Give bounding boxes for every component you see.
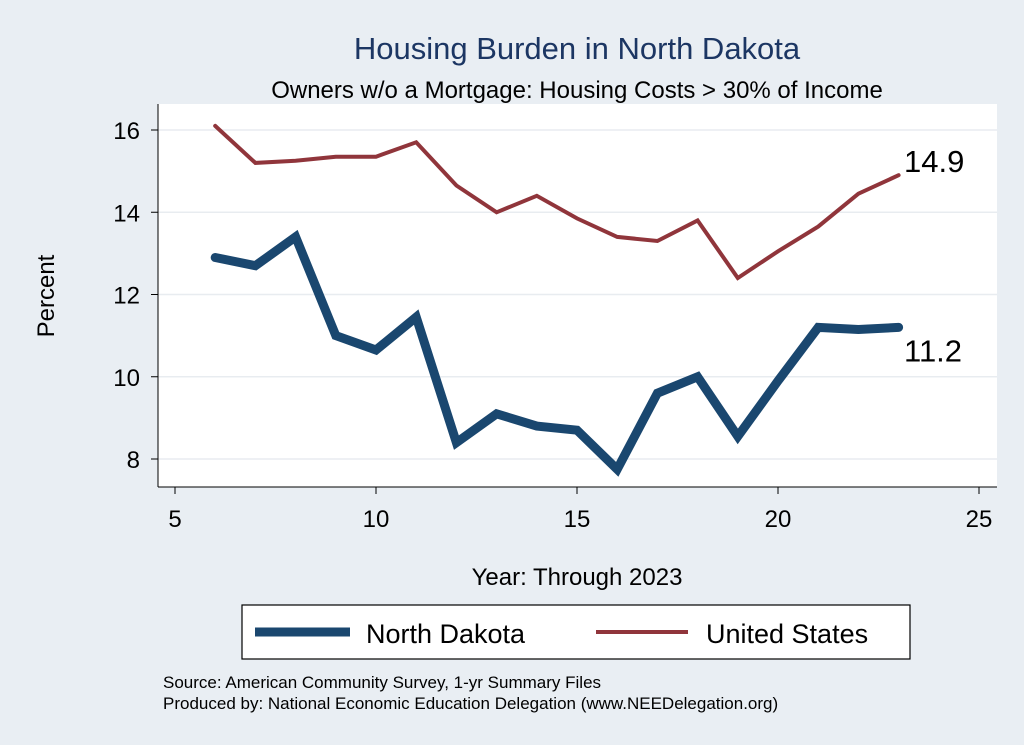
gridlines [158,129,997,460]
producer-note: Produced by: National Economic Education… [163,694,778,713]
x-tick-label-20: 20 [765,506,792,533]
x-tick-label-10: 10 [363,506,390,533]
y-tick-label-12: 12 [113,283,140,310]
series-line-north-dakota [210,229,904,477]
end-label-united-states: 14.9 [904,144,964,179]
series-line-united-states [213,123,901,281]
source-note: Source: American Community Survey, 1-yr … [163,673,601,692]
series-lines [210,123,904,477]
plot-area [158,104,997,487]
y-axis-label: Percent [33,254,60,337]
x-tick-label-25: 25 [966,506,993,533]
x-tick-label-5: 5 [168,506,181,533]
legend-label-north-dakota: North Dakota [366,619,526,649]
legend-box [241,604,911,660]
y-tick-label-8: 8 [127,447,140,474]
x-axis-label: Year: Through 2023 [472,564,683,591]
end-labels: 14.9 11.2 [904,144,964,368]
chart-title: Housing Burden in North Dakota [354,31,801,66]
legend-label-united-states: United States [706,619,868,649]
y-tick-label-10: 10 [113,365,140,392]
y-tick-label-14: 14 [113,200,140,227]
axes: 8 10 12 14 16 5 10 15 20 25 [113,104,997,533]
x-tick-label-15: 15 [564,506,591,533]
legend: North Dakota United States [241,604,911,660]
chart-subtitle: Owners w/o a Mortgage: Housing Costs > 3… [271,77,883,104]
end-label-north-dakota: 11.2 [904,333,962,368]
y-tick-label-16: 16 [113,118,140,145]
